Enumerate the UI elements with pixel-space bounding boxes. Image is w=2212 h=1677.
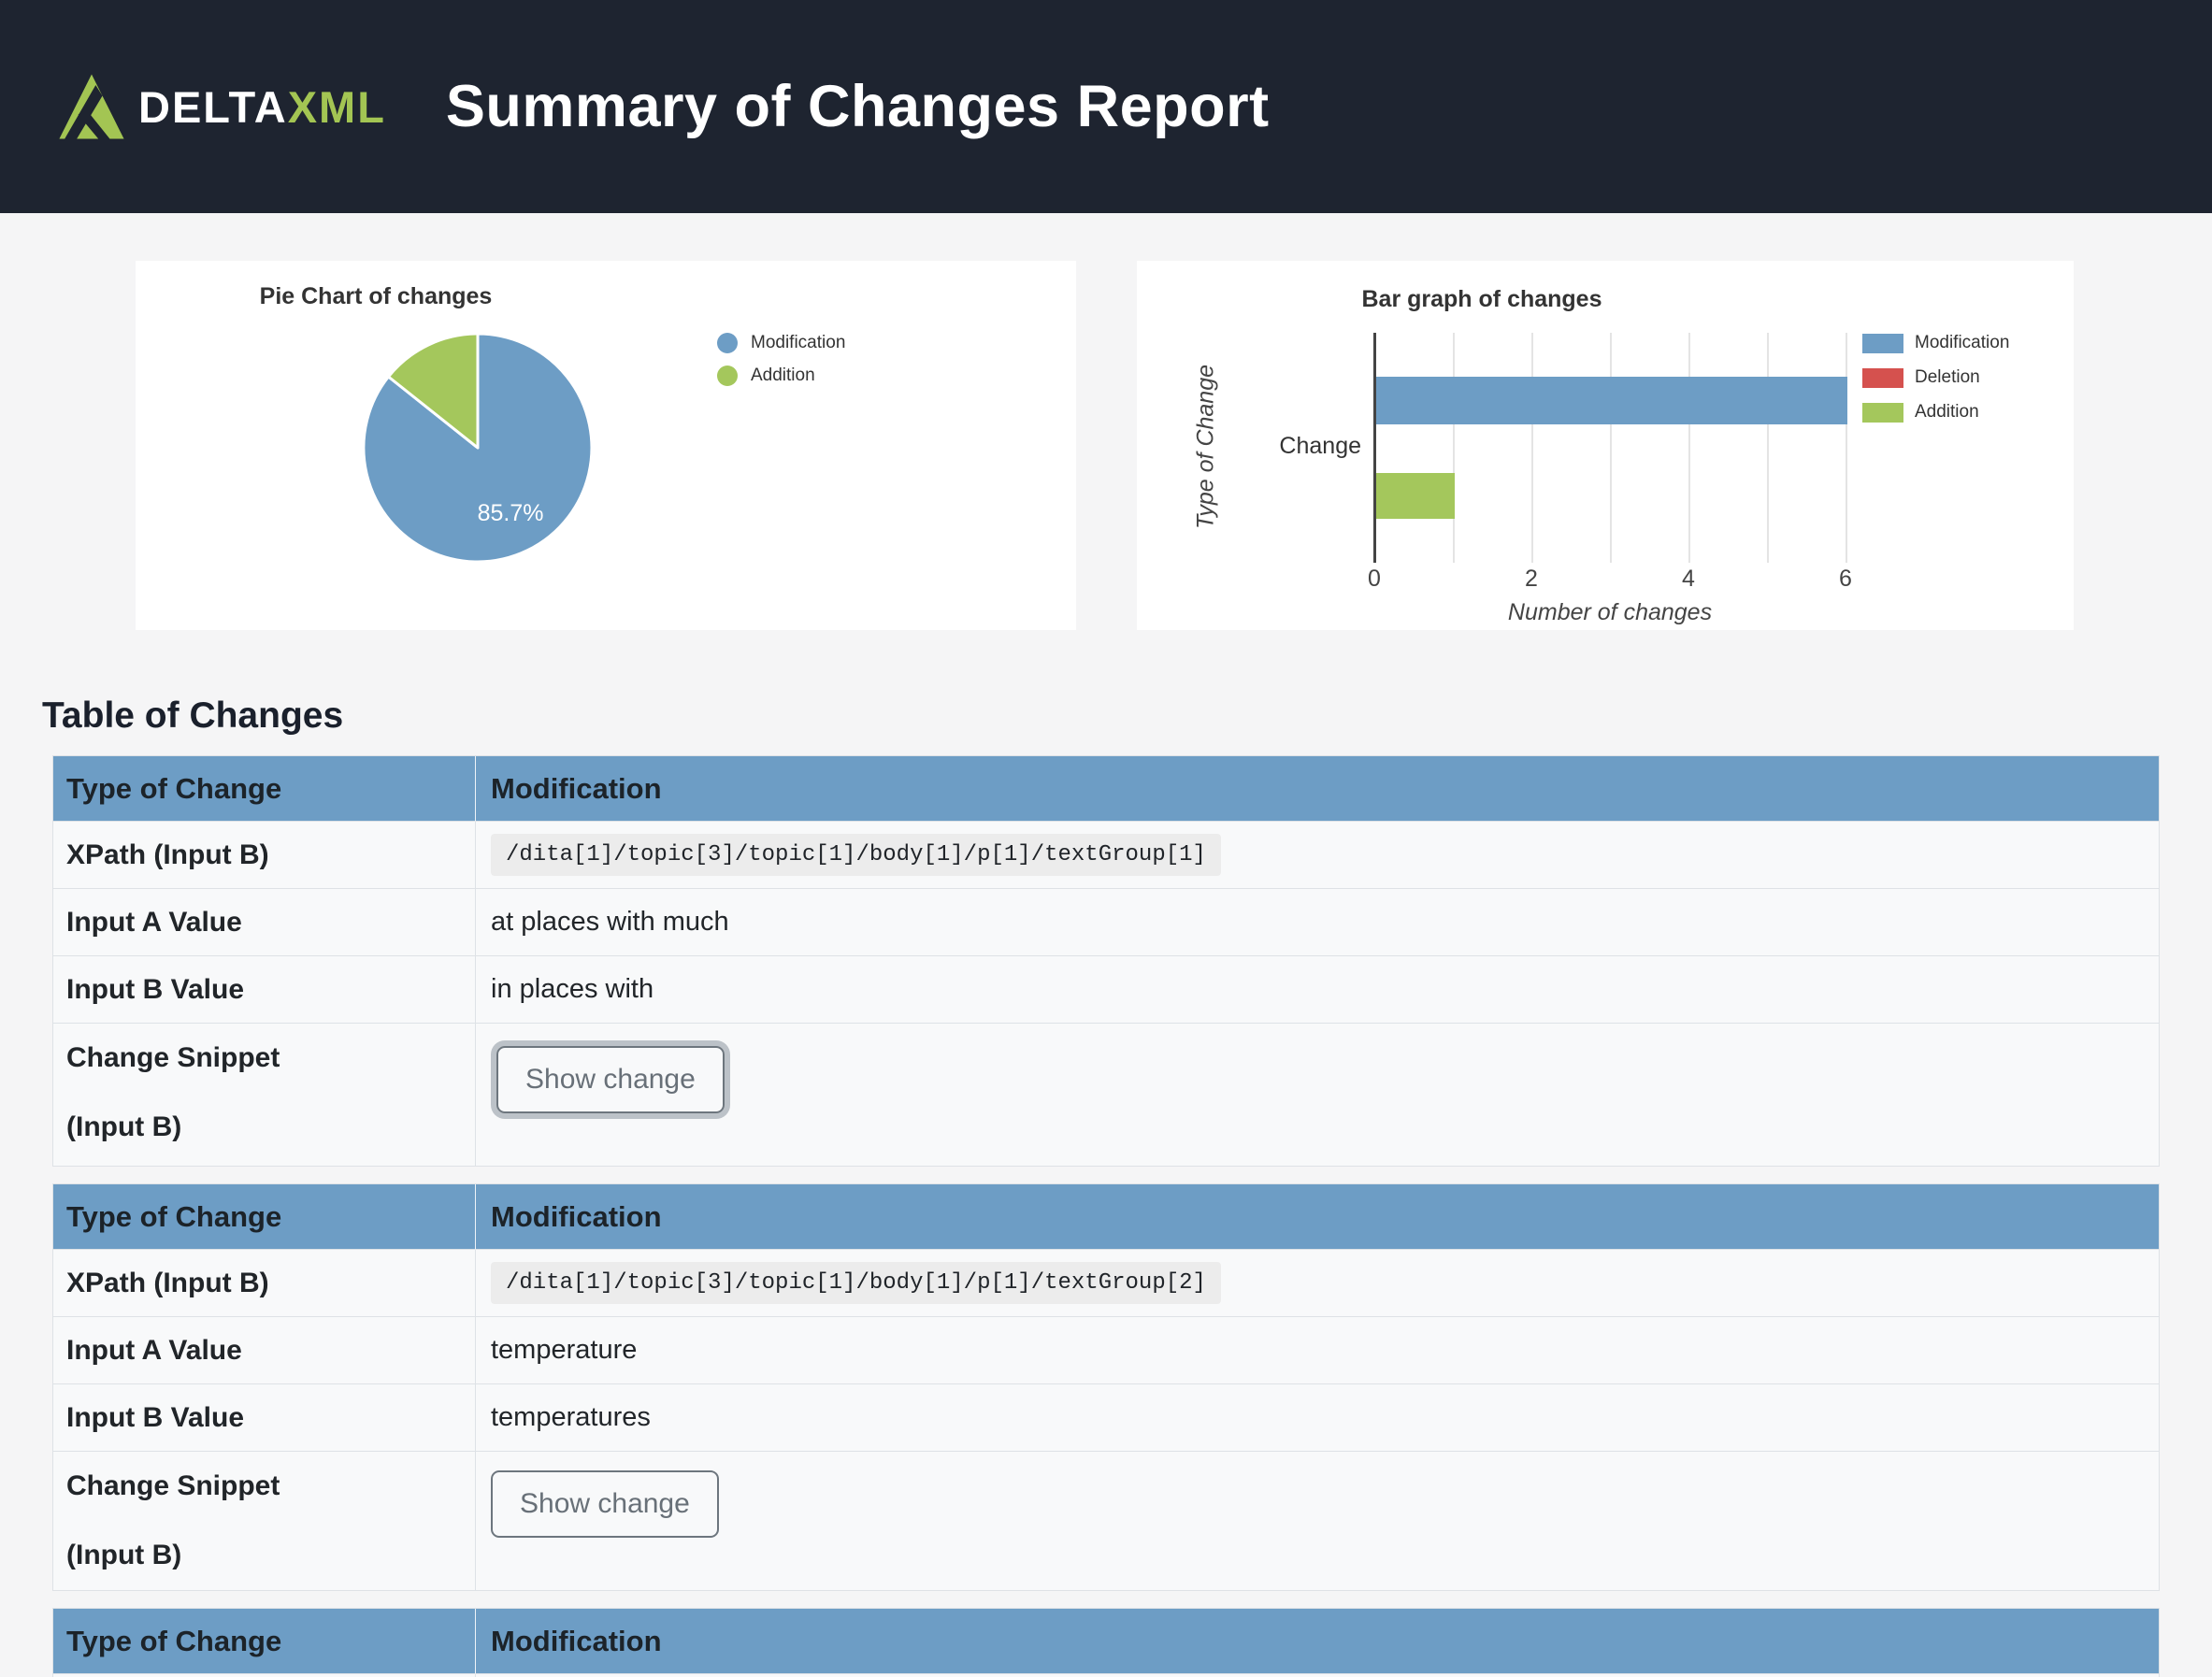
pie-slice-percentage-label: 85.7% [478,500,544,526]
table-header-modification-value: Modification [491,772,2159,806]
gridline [1453,333,1455,563]
bar-legend-item-modification: Modification [1862,333,2009,353]
x-tick-label: 6 [1839,566,1852,593]
deltaxml-triangle-icon [58,67,125,146]
xpath-value: /dita[1]/topic[3]/topic[1]/body[1]/p[1]/… [491,834,1221,876]
input-a-value: temperature [491,1335,2159,1366]
bar-category-label: Change [1227,433,1361,460]
change-table-2: Type of Change Modification XPath (Input… [52,1183,2160,1591]
table-row-input-a: Input A Value temperature [53,1317,2159,1384]
table-header-modification-cell: Modification [476,1609,2159,1674]
table-row-change-snippet: Change Snippet (Input B) Show change [53,1452,2159,1590]
table-header-modification-value: Modification [491,1625,2159,1658]
table-header-row: Type of Change Modification [53,1184,2159,1250]
modification-legend-dot [717,333,738,353]
input-b-label: Input B Value [66,974,475,1006]
table-row-change-snippet: Change Snippet (Input B) Show change [53,1024,2159,1166]
bar-legend-item-deletion: Deletion [1862,367,2009,388]
pie-legend-item-modification: Modification [717,333,845,353]
table-header-modification-value: Modification [491,1200,2159,1234]
table-header-row: Type of Change Modification [53,756,2159,822]
input-b-value: in places with [491,974,2159,1005]
table-header-type-label: Type of Change [66,772,475,806]
table-row-input-b: Input B Value temperatures [53,1384,2159,1452]
input-b-label: Input B Value [66,1402,475,1434]
show-change-button[interactable]: Show change [496,1046,725,1113]
input-a-label: Input A Value [66,1335,475,1367]
change-snippet-label: Change Snippet [66,1042,475,1074]
input-b-value: temperatures [491,1402,2159,1433]
gridline [1688,333,1690,563]
x-axis-title: Number of changes [1508,599,1712,626]
table-header-type-cell: Type of Change [53,1184,476,1250]
pie-chart: 85.7% [356,326,599,569]
change-snippet-input-b-label: (Input B) [66,1111,475,1143]
bar-modification [1376,377,1847,424]
input-a-value: at places with much [491,907,2159,938]
table-header-type-cell: Type of Change [53,1609,476,1674]
y-axis-title: Type of Change [1193,365,1220,529]
change-snippet-input-b-label: (Input B) [66,1540,475,1571]
change-snippet-label: Change Snippet [66,1470,475,1502]
bar-addition [1376,473,1455,519]
table-header-type-label: Type of Change [66,1200,475,1234]
bar-legend-label: Modification [1915,333,2009,353]
xpath-value: /dita[1]/topic[3]/topic[1]/body[1]/p[1]/… [491,1262,1221,1304]
wordmark-xml: XML [288,82,386,132]
table-row-xpath: XPath (Input B) /dita[1]/topic[3]/topic[… [53,822,2159,889]
pie-legend-label: Addition [751,366,815,386]
bar-legend: Modification Deletion Addition [1862,333,2009,423]
table-row-input-b: Input B Value in places with [53,956,2159,1024]
x-tick-label: 2 [1525,566,1538,593]
bar-legend-label: Deletion [1915,367,1980,388]
bar-plot: Change 0 2 4 6 Number of changes Type of… [1137,261,2074,630]
table-row-xpath: XPath (Input B) /dita[1]/topic[3]/topic[… [53,1250,2159,1317]
xpath-label: XPath (Input B) [66,839,475,871]
x-tick-label: 0 [1368,566,1381,593]
bar-legend-label: Addition [1915,402,1979,423]
page-title: Summary of Changes Report [446,73,1270,140]
modification-legend-swatch [1862,334,1903,353]
show-change-button[interactable]: Show change [491,1470,719,1538]
gridline [1610,333,1612,563]
wordmark-delta: DELTA [138,82,288,132]
bar-chart-card: Bar graph of changes Change 0 2 4 6 Numb… [1137,261,2074,630]
table-header-modification-cell: Modification [476,756,2159,822]
gridline [1846,333,1847,563]
pie-legend: Modification Addition [717,333,845,386]
change-table-1: Type of Change Modification XPath (Input… [52,755,2160,1167]
table-row-input-a: Input A Value at places with much [53,889,2159,956]
deletion-legend-swatch [1862,368,1903,388]
tables-container: Type of Change Modification XPath (Input… [52,755,2160,1677]
x-tick-label: 4 [1682,566,1695,593]
input-a-label: Input A Value [66,907,475,939]
pie-legend-label: Modification [751,333,845,353]
table-header-type-label: Type of Change [66,1625,475,1658]
addition-legend-swatch [1862,403,1903,423]
table-header-type-cell: Type of Change [53,756,476,822]
change-table-3: Type of Change Modification [52,1608,2160,1677]
pie-chart-card: Pie Chart of changes 85.7% Modification … [136,261,1076,630]
charts-row: Pie Chart of changes 85.7% Modification … [0,261,2212,630]
pie-legend-item-addition: Addition [717,366,845,386]
deltaxml-wordmark: DELTAXML [138,81,386,133]
app-header: DELTAXML Summary of Changes Report [0,0,2212,213]
bar-legend-item-addition: Addition [1862,402,2009,423]
deltaxml-logo: DELTAXML [58,67,386,146]
addition-legend-dot [717,366,738,386]
gridline [1767,333,1769,563]
table-header-modification-cell: Modification [476,1184,2159,1250]
table-section-heading: Table of Changes [42,695,2212,737]
gridline [1531,333,1533,563]
pie-chart-title: Pie Chart of changes [236,283,516,310]
bar-chart-y-axis-line [1373,333,1376,563]
table-header-row: Type of Change Modification [53,1609,2159,1674]
xpath-label: XPath (Input B) [66,1268,475,1299]
